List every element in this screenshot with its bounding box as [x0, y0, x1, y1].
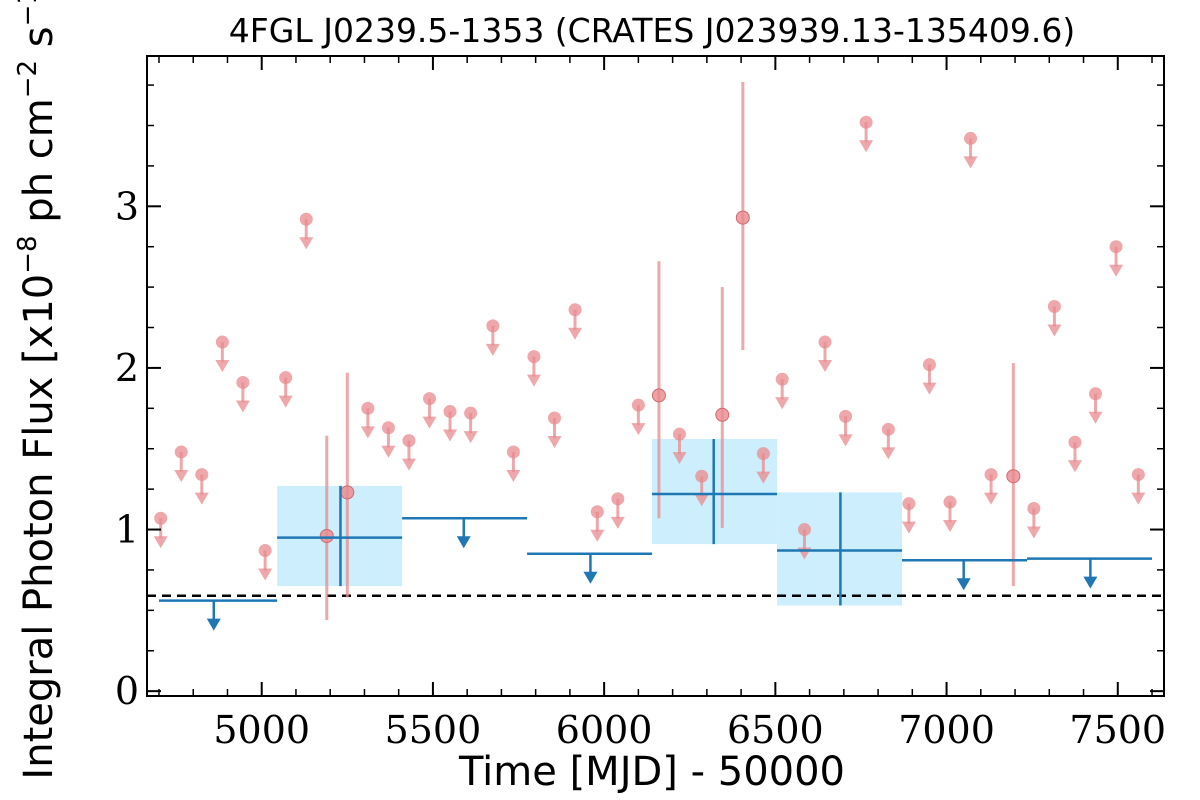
short-bin-upper-limit-arrow-head: [381, 445, 396, 458]
long-bin-upper-limit-arrow-head: [206, 618, 221, 631]
x-axis-label: Time [MJD] - 50000: [458, 749, 845, 795]
short-bin-upper-limit-arrow-head: [526, 374, 541, 387]
x-tick-label: 5000: [213, 708, 310, 752]
short-bin-upper-limit-arrow-head: [838, 434, 853, 447]
short-bin-upper-limit-arrow-head: [215, 360, 230, 373]
x-tick-label: 6000: [556, 708, 653, 752]
short-bin-upper-limit-arrow-head: [401, 458, 416, 471]
short-bin-upper-limit-arrow-head: [590, 529, 605, 542]
short-bin-upper-limit-arrow-head: [235, 400, 250, 413]
short-bin-upper-limit-arrow-head: [258, 568, 273, 581]
axis-tick-labels: 5000 5500 6000 6500 7000 7500 0 1 2 3: [115, 184, 1166, 752]
short-bin-upper-limit-arrow-head: [963, 156, 978, 169]
y-tick-label: 0: [115, 669, 139, 713]
long-bin-upper-limit-arrow-head: [956, 578, 971, 591]
axis-ticks: [147, 56, 1164, 696]
short-bin-upper-limit-arrow-head: [153, 536, 168, 549]
short-bin-upper-limit-arrow-head: [631, 423, 646, 436]
short-bin-upper-limit-arrow-head: [942, 520, 957, 533]
short-bin-detection-point: [319, 529, 334, 543]
short-bin-upper-limit-arrow-head: [881, 447, 896, 460]
y-axis-label: Integral Photon Flux [x10−8 ph cm−2 s−1]: [13, 0, 62, 780]
short-bin-detection-point: [340, 485, 355, 500]
short-bin-upper-limit-arrow-head: [174, 469, 189, 482]
short-bin-upper-limit-arrow-head: [1026, 526, 1041, 539]
short-bin-upper-limit-arrow-head: [818, 360, 832, 373]
short-bin-upper-limit-arrow-head: [568, 327, 583, 340]
y-axis-label-mid: ph cm: [16, 98, 62, 235]
plot-frame: [146, 55, 1165, 697]
short-bin-upper-limit-arrow-head: [694, 494, 709, 507]
short-bin-upper-limit-arrow-head: [1067, 460, 1082, 473]
short-bin-detection-point: [735, 210, 750, 225]
x-tick-label: 7000: [898, 708, 995, 752]
long-bin-upper-limit-arrow-head: [1083, 576, 1098, 589]
short-bin-detection-point: [715, 407, 730, 422]
y-axis-label-exp2: −2: [13, 60, 43, 98]
short-bin-detection-point: [1006, 469, 1021, 484]
short-bin-upper-limit-arrow-head: [1109, 264, 1124, 277]
short-bin-upper-limit-arrow-head: [443, 429, 458, 442]
short-bin-upper-limit-arrow-head: [463, 431, 478, 444]
y-tick-label: 1: [115, 508, 139, 552]
short-bin-upper-limit-arrow-head: [299, 237, 314, 250]
short-bin-upper-limit-arrow-head: [901, 521, 916, 534]
long-bin-upper-limit-arrow-head: [583, 571, 598, 584]
y-tick-label: 2: [115, 346, 139, 390]
x-tick-label: 7500: [1069, 708, 1166, 752]
short-bin-upper-limit-arrow-head: [485, 343, 500, 356]
short-bin-upper-limit-arrow-head: [672, 452, 687, 465]
x-tick-label: 5500: [385, 708, 482, 752]
short-bin-upper-limit-arrow-head: [506, 469, 521, 482]
short-bin-upper-limit-arrow-head: [194, 492, 209, 505]
short-bin-upper-limit-arrow-head: [1088, 411, 1103, 424]
y-tick-label: 3: [115, 184, 139, 228]
y-axis-label-exp1: −8: [13, 235, 43, 273]
short-bin-upper-limit-arrow-head: [1131, 492, 1146, 505]
y-axis-label-exp3: −1: [13, 0, 43, 26]
y-axis-label-main: Integral Photon Flux [x10: [16, 274, 62, 780]
short-bin-upper-limit-arrow-head: [422, 416, 437, 429]
short-bin-detection-point: [651, 388, 666, 403]
short-bin-upper-limit-arrow-head: [984, 492, 999, 505]
short-bin-upper-limit-arrow-head: [610, 516, 625, 529]
short-bin-upper-limit-arrow-head: [859, 140, 874, 153]
long-bin-upper-limit-arrow-head: [456, 536, 471, 549]
x-tick-label: 6500: [727, 708, 824, 752]
short-bin-upper-limit-arrow-head: [922, 382, 937, 395]
short-bin-upper-limit-arrow-head: [756, 471, 771, 484]
short-bin-upper-limit-arrow-head: [547, 436, 562, 449]
short-bin-upper-limit-arrow-head: [775, 397, 790, 410]
short-bin-upper-limit-arrow-head: [1047, 324, 1062, 337]
short-bin-upper-limit-arrow-head: [278, 395, 293, 408]
chart-title: 4FGL J0239.5-1353 (CRATES J023939.13-135…: [229, 11, 1075, 50]
plot-area: [147, 81, 1164, 631]
short-bin-upper-limit-arrow-head: [360, 426, 375, 439]
y-axis-label-tail: s: [16, 26, 62, 60]
